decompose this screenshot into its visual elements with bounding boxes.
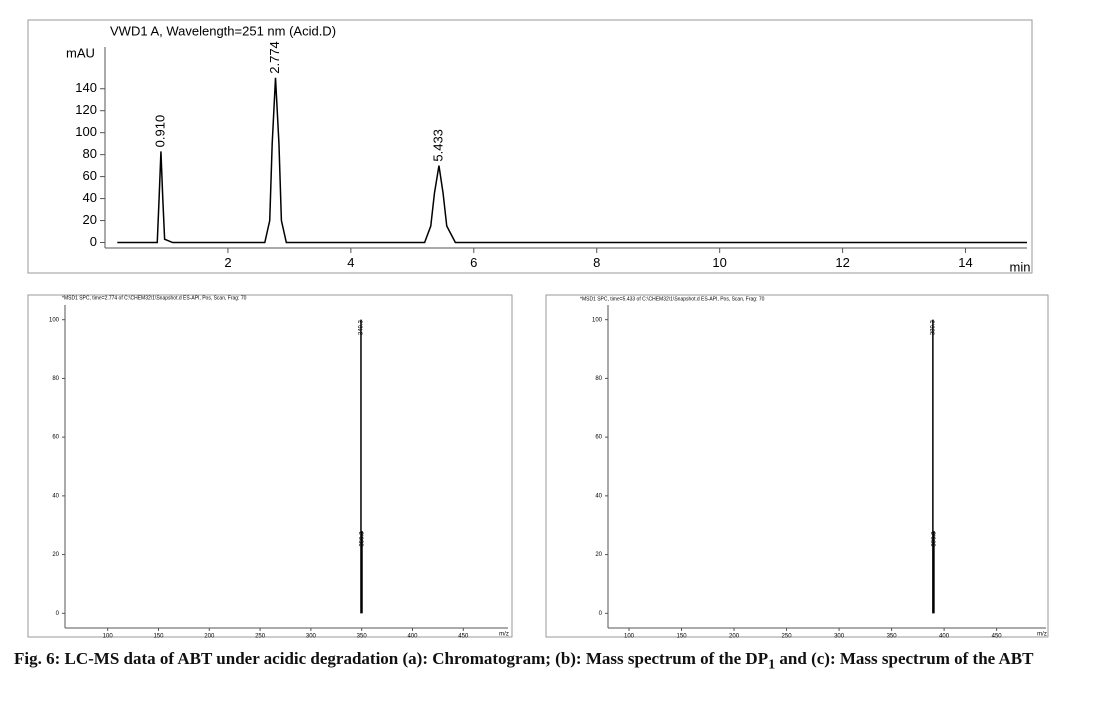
y-tick-label: 60 [595,435,602,441]
x-tick-label: 400 [407,633,418,639]
x-axis-label: m/z [1037,632,1047,638]
peak-label: 350.3 [360,531,366,547]
y-tick-label: 40 [52,493,59,499]
x-tick-label: 14 [958,255,972,270]
x-tick-label: 350 [887,633,898,639]
x-tick-label: 100 [624,633,635,639]
y-tick-label: 20 [83,212,97,227]
panel-frame [545,294,1049,638]
y-axis-label: mAU [66,45,95,60]
y-tick-label: 80 [595,376,602,382]
y-tick-label: 80 [52,376,59,382]
y-tick-label: 100 [49,317,60,323]
x-tick-label: 12 [835,255,849,270]
y-tick-label: 0 [599,611,603,617]
x-tick-label: 10 [712,255,726,270]
chart-title: *MSD1 SPC, time=5.433 of C:\CHEM32\1\Sna… [580,296,765,302]
x-tick-label: 350 [357,633,368,639]
x-tick-label: 6 [470,255,477,270]
peak-label: 0.910 [152,115,167,148]
panel-frame [27,294,513,638]
peak-label: 5.433 [430,129,445,162]
x-tick-label: 150 [677,633,688,639]
x-axis-label: m/z [499,632,509,638]
peak-label: 389.3 [930,320,936,336]
caption-text: Fig. 6: LC-MS data of ABT under acidic d… [14,649,769,668]
chart-title: *MSD1 SPC, time=2.774 of C:\CHEM32\1\Sna… [62,295,247,301]
y-tick-label: 0 [90,234,97,249]
y-tick-label: 140 [75,80,97,95]
panel-frame [27,19,1033,274]
caption-text: and (c): Mass spectrum of the ABT [775,649,1034,668]
peak-label: 2.774 [267,41,282,74]
y-tick-label: 60 [83,168,97,183]
peak-label: 349.3 [359,320,365,336]
x-tick-label: 200 [729,633,740,639]
x-tick-label: 300 [834,633,845,639]
trace-line [117,77,1027,244]
x-tick-label: 450 [458,633,469,639]
x-axis-label: min [1010,259,1031,274]
y-tick-label: 100 [592,317,603,323]
y-tick-label: 0 [56,611,60,617]
y-tick-label: 60 [52,435,59,441]
chart-title: VWD1 A, Wavelength=251 nm (Acid.D) [110,23,336,38]
y-tick-label: 80 [83,146,97,161]
y-tick-label: 20 [595,552,602,558]
x-tick-label: 300 [306,633,317,639]
x-tick-label: 200 [204,633,215,639]
x-tick-label: 100 [103,633,114,639]
x-tick-label: 400 [939,633,950,639]
y-tick-label: 40 [83,190,97,205]
x-tick-label: 4 [347,255,354,270]
x-tick-label: 150 [153,633,164,639]
x-tick-label: 2 [224,255,231,270]
y-tick-label: 100 [75,124,97,139]
x-tick-label: 250 [255,633,266,639]
y-tick-label: 40 [595,493,602,499]
x-tick-label: 8 [593,255,600,270]
caption: Fig. 6: LC-MS data of ABT under acidic d… [14,648,1104,675]
caption-sub: 1 [768,656,776,673]
peak-label: 390.3 [932,531,938,547]
x-tick-label: 250 [782,633,793,639]
y-tick-label: 120 [75,102,97,117]
charts: VWD1 A, Wavelength=251 nm (Acid.D) mAU min… [27,19,1049,639]
x-tick-label: 450 [992,633,1003,639]
y-tick-label: 20 [52,552,59,558]
